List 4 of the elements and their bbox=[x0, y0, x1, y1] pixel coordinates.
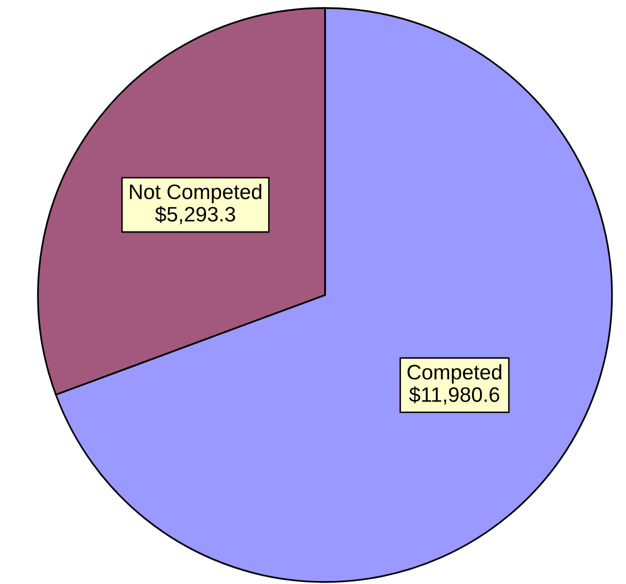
data-label: $5,293.3 bbox=[155, 206, 236, 224]
slice-label: Competed bbox=[408, 364, 502, 384]
slice-label: Not Competed bbox=[130, 184, 262, 204]
data-label: $11,980.6 bbox=[409, 386, 500, 404]
